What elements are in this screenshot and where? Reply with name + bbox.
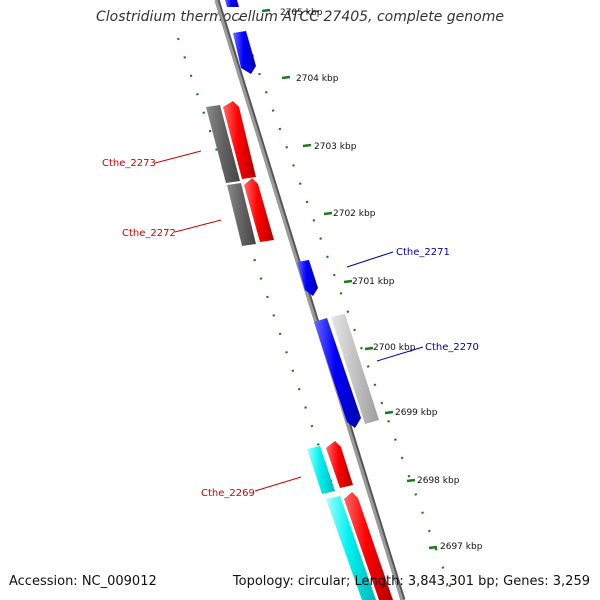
tick-mark [281, 75, 291, 80]
gene-reverse-2704[interactable] [233, 31, 256, 74]
connector-cthe-2271 [346, 251, 394, 268]
backbone [214, 0, 404, 600]
tick-label-2698: 2698 kbp [417, 476, 460, 486]
connector-cthe-2273 [154, 150, 202, 164]
gene-reverse-cthe-2271[interactable] [297, 260, 318, 296]
tick-mark [406, 478, 416, 483]
gc-track-left [176, 37, 374, 600]
label-cthe-2271[interactable]: Cthe_2271 [396, 247, 450, 258]
label-cthe-2270[interactable]: Cthe_2270 [425, 342, 479, 353]
connector-cthe-2270 [376, 346, 424, 362]
label-cthe-2269[interactable]: Cthe_2269 [201, 488, 255, 499]
label-cthe-2273[interactable]: Cthe_2273 [102, 158, 156, 169]
label-cthe-2272[interactable]: Cthe_2272 [122, 228, 176, 239]
tick-mark [428, 545, 438, 550]
connector-cthe-2272 [174, 219, 222, 233]
gene-reverse-top-partial[interactable] [225, 0, 239, 7]
tick-label-2703: 2703 kbp [314, 142, 357, 152]
gene-rna-cthe-2269[interactable] [307, 446, 335, 494]
tick-mark [302, 143, 312, 148]
tick-mark [343, 279, 353, 284]
tick-mark [364, 346, 374, 351]
gene-features [206, 0, 393, 600]
tick-mark [384, 410, 394, 415]
map-title: Clostridium thermocellum ATCC 27405, com… [96, 9, 504, 25]
accession-text: Accession: NC_009012 [9, 574, 157, 589]
gene-grey-cthe-2272[interactable] [227, 183, 256, 246]
gene-forward-cthe-2269[interactable] [326, 441, 353, 488]
gene-light-cthe-2270[interactable] [331, 314, 379, 424]
tick-mark [261, 8, 271, 13]
tick-mark [323, 211, 333, 216]
connector-cthe-2269 [254, 476, 302, 492]
tick-label-2702: 2702 kbp [333, 209, 376, 219]
gene-forward-cthe-2273[interactable] [223, 101, 256, 179]
tick-label-2705: 2705 kbp [280, 8, 323, 18]
tick-label-2701: 2701 kbp [352, 277, 395, 287]
gene-forward-cthe-2272[interactable] [244, 178, 274, 242]
tick-label-2704: 2704 kbp [296, 74, 339, 84]
gene-reverse-cthe-2270[interactable] [314, 318, 361, 428]
gene-rna-bottom[interactable] [326, 496, 376, 600]
kbp-ticks [261, 8, 438, 550]
tick-label-2699: 2699 kbp [395, 408, 438, 418]
gene-forward-bottom[interactable] [344, 492, 393, 600]
tick-label-2700: 2700 kbp [373, 343, 416, 353]
tick-label-2697: 2697 kbp [440, 542, 483, 552]
gene-grey-cthe-2273[interactable] [206, 105, 240, 183]
genome-summary-text: Topology: circular; Length: 3,843,301 bp… [232, 574, 590, 589]
